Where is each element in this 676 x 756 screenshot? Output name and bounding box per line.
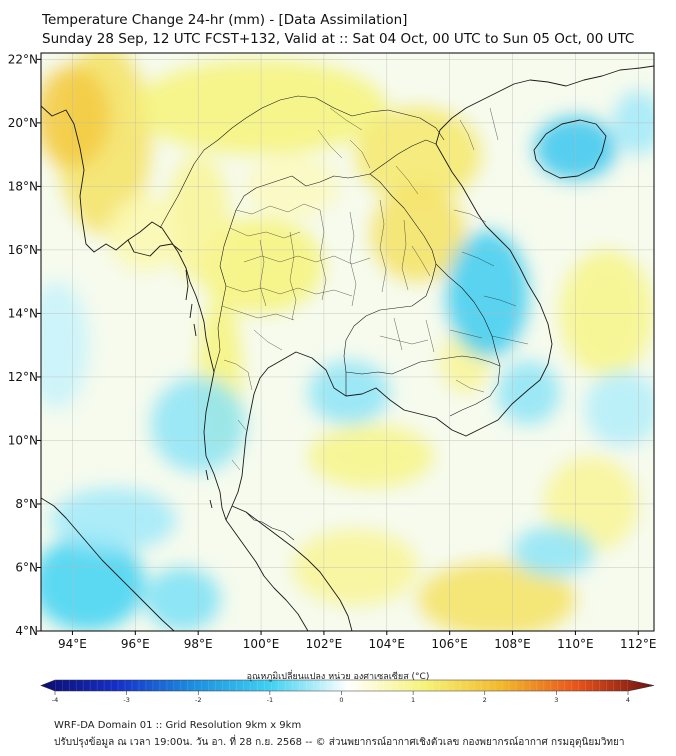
latitude-ticks: 4°N 6°N 8°N 10°N 12°N 14°N 16°N 18°N 20°N 22°N [8, 52, 41, 638]
colorbar-tick-label: 4 [626, 696, 630, 704]
lon-tick-label: 102°E [306, 637, 343, 651]
field-blob [41, 65, 111, 168]
colorbar-tick-label: -3 [123, 696, 129, 704]
lat-tick-label: 6°N [15, 560, 38, 574]
plot-area [41, 53, 654, 631]
field-blob [446, 230, 529, 358]
thailand-laos-border [291, 173, 437, 396]
coastlines [41, 65, 654, 631]
lat-tick-label: 18°N [8, 179, 38, 193]
colorbar-tick-label: -1 [267, 696, 273, 704]
field-blob [107, 195, 183, 273]
lat-tick-label: 14°N [8, 306, 38, 320]
hainan-island [533, 119, 607, 179]
field-blob [308, 361, 390, 425]
laos-vietnam-border [369, 139, 501, 367]
lon-tick-label: 106°E [431, 637, 468, 651]
vietnam-provinces [453, 107, 529, 393]
lat-tick-label: 20°N [8, 116, 38, 130]
colorbar-title: อุณหภูมิเปลี่ยนแปลง หน่วย องศาเซลเซียส (… [246, 672, 430, 682]
lat-tick-label: 4°N [15, 624, 38, 638]
field-blob [144, 567, 221, 631]
lon-tick-label: 108°E [494, 637, 531, 651]
map-title: Temperature Change 24-hr (mm) - [Data As… [42, 12, 408, 28]
lat-tick-label: 22°N [8, 52, 38, 66]
gulf-of-thailand-coast [225, 65, 654, 521]
nicobar-islands [205, 469, 213, 509]
map-frame [40, 52, 655, 632]
field-blob [496, 361, 560, 425]
colorbar-tick-label: -2 [195, 696, 201, 704]
thailand-malaysia-border [245, 511, 295, 541]
field-blob [50, 488, 177, 552]
colorbar-tick-label: 2 [483, 696, 487, 704]
graticule [41, 53, 654, 631]
lon-tick-label: 94°E [58, 637, 87, 651]
colorbar-tick-label: 0 [339, 696, 343, 704]
field-blob [41, 281, 89, 409]
field-blob [41, 535, 145, 631]
lat-tick-label: 8°N [15, 497, 38, 511]
china-border [159, 95, 445, 229]
lon-tick-label: 112°E [620, 637, 657, 651]
lat-tick-label: 12°N [8, 370, 38, 384]
cambodia-provinces [379, 317, 483, 353]
footer-credit: ปรับปรุงข้อมูล ณ เวลา 19:00น. วัน อา. ที… [54, 737, 625, 748]
myanmar-thailand-border [213, 175, 293, 373]
field-blob [584, 370, 654, 447]
colorbar-tick-label: 1 [411, 696, 415, 704]
thailand-provinces [221, 199, 409, 471]
malay-west-coast [225, 519, 309, 631]
lon-tick-label: 98°E [184, 637, 213, 651]
footer-model-info: WRF-DA Domain 01 :: Grid Resolution 9km … [54, 720, 302, 731]
longitude-ticks: 94°E 96°E 98°E 100°E 102°E 104°E 106°E 108°E 110… [58, 631, 657, 651]
lon-tick-label: 100°E [243, 637, 280, 651]
field-blob [418, 561, 576, 631]
colorbar: -4 -3 -2 -1 0 1 2 3 4 [40, 679, 655, 704]
field-blob [308, 424, 434, 489]
colorbar-ticks: -4 -3 -2 -1 0 1 2 3 4 [52, 691, 630, 704]
lat-tick-label: 10°N [8, 433, 38, 447]
lon-tick-label: 104°E [369, 637, 406, 651]
map-subtitle: Sunday 28 Sep, 12 UTC FCST+132, Valid at… [42, 31, 635, 47]
sumatra-coast [41, 497, 175, 631]
malay-east-coast [231, 505, 353, 631]
andaman-islands [185, 269, 197, 337]
field-blob [371, 186, 466, 282]
borders [159, 95, 529, 541]
lon-tick-label: 96°E [121, 637, 150, 651]
lat-tick-label: 16°N [8, 243, 38, 257]
field-blob [512, 526, 595, 578]
myanmar-delta-coast [127, 239, 183, 257]
colorbar-segments [55, 680, 628, 691]
cambodia-border [345, 355, 501, 417]
colorbar-tick-label: 3 [554, 696, 558, 704]
colorbar-tick-label: -4 [52, 696, 58, 704]
laos-provinces [317, 107, 431, 277]
lon-tick-label: 110°E [557, 637, 594, 651]
